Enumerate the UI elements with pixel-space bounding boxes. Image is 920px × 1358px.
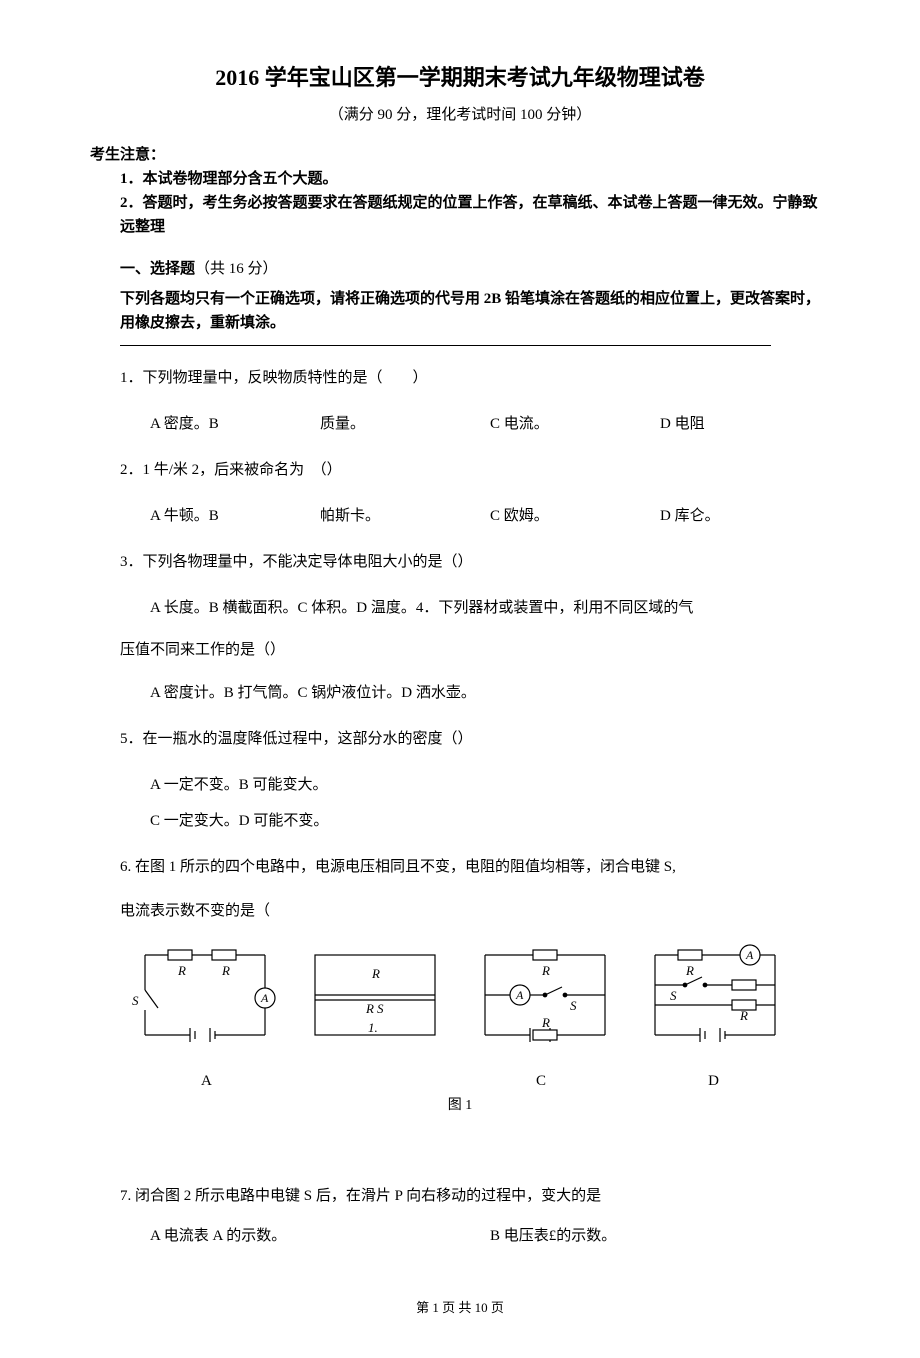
circuit-b-svg: R R S 1. [300, 940, 450, 1055]
circuit-d-svg: R A S R [640, 940, 790, 1055]
notice-item-2-text: 2．答题时，考生务必按答题要求在答题纸规定的位置上作答，在草稿纸、本试卷上答题一… [120, 195, 818, 235]
exam-subtitle: （满分 90 分，理化考试时间 100 分钟） [90, 103, 830, 127]
svg-text:S: S [670, 988, 677, 1003]
q7-choice-b: B 电压表£的示数。 [490, 1224, 830, 1248]
question-1-choices: A 密度。B 质量。 C 电流。 D 电阻 [150, 406, 830, 442]
notice-heading: 考生注意： [90, 143, 830, 167]
circuit-label-d: D [708, 1069, 719, 1093]
svg-text:R: R [739, 1008, 748, 1023]
svg-text:S: S [132, 993, 139, 1008]
circuit-a-svg: R R A S [130, 940, 280, 1055]
svg-text:R: R [541, 963, 550, 978]
q2-choice-a: A 牛顿。B [150, 498, 320, 534]
svg-text:1.: 1. [368, 1020, 378, 1035]
question-7-choices: A 电流表 A 的示数。 B 电压表£的示数。 [150, 1224, 830, 1248]
divider [120, 345, 771, 346]
svg-text:R: R [685, 963, 694, 978]
notice-item-1: 1．本试卷物理部分含五个大题。 [120, 167, 830, 191]
q2-choice-d: D 库仑。 [660, 498, 830, 534]
q2-choice-c: C 欧姆。 [490, 498, 660, 534]
question-4-line2: 压值不同来工作的是（） [120, 634, 830, 667]
question-5: 5．在一瓶水的温度降低过程中，这部分水的密度（） [120, 721, 830, 757]
question-6: 6. 在图 1 所示的四个电路中，电源电压相同且不变，电阻的阻值均相等，闭合电键… [120, 849, 830, 885]
q5-choices-cd: C 一定变大。D 可能不变。 [150, 803, 830, 839]
svg-text:R: R [541, 1015, 550, 1030]
exam-title: 2016 学年宝山区第一学期期末考试九年级物理试卷 [90, 60, 830, 95]
svg-text:R: R [371, 966, 380, 981]
circuit-c: R A S R R [470, 940, 620, 1063]
q1-choice-d: D 电阻 [660, 406, 830, 442]
q1-choice-a: A 密度。B [150, 406, 320, 442]
q5-choices-ab: A 一定不变。B 可能变大。 [150, 767, 830, 803]
question-3: 3．下列各物理量中，不能决定导体电阻大小的是（） [120, 544, 830, 580]
section-1-title: 一、选择题（共 16 分） [120, 257, 830, 281]
section-1-title-rest: （共 16 分） [195, 261, 278, 277]
q1-choice-c: C 电流。 [490, 406, 660, 442]
svg-text:A: A [515, 988, 524, 1002]
svg-text:R: R [221, 963, 230, 978]
question-6-line2: 电流表示数不变的是（ [120, 895, 830, 928]
figure-1-caption: 图 1 [90, 1095, 830, 1117]
notice-item-2: 2．答题时，考生务必按答题要求在答题纸规定的位置上作答，在草稿纸、本试卷上答题一… [120, 191, 830, 239]
q7-choice-a: A 电流表 A 的示数。 [150, 1224, 490, 1248]
circuit-c-svg: R A S R R [470, 940, 620, 1055]
question-3-4-combined: A 长度。B 横截面积。C 体积。D 温度。4．下列器材或装置中，利用不同区域的… [150, 590, 830, 626]
svg-text:R: R [365, 1001, 374, 1016]
circuit-b: R R S 1. [300, 940, 450, 1063]
q1-choice-b: 质量。 [320, 406, 490, 442]
circuit-labels: A C D [120, 1069, 800, 1093]
question-7: 7. 闭合图 2 所示电路中电键 S 后，在滑片 P 向右移动的过程中，变大的是 [120, 1178, 830, 1214]
svg-text:S: S [377, 1001, 384, 1016]
circuit-label-c: C [536, 1069, 546, 1093]
circuit-d: R A S R [640, 940, 790, 1063]
svg-text:A: A [260, 991, 269, 1005]
svg-text:S: S [570, 998, 577, 1013]
question-1: 1．下列物理量中，反映物质特性的是（ ） [120, 360, 830, 396]
svg-text:A: A [745, 948, 754, 962]
q2-choice-b: 帕斯卡。 [320, 498, 490, 534]
section-1-title-bold: 一、选择题 [120, 261, 195, 277]
section-instructions: 下列各题均只有一个正确选项，请将正确选项的代号用 2B 铅笔填涂在答题纸的相应位… [120, 287, 830, 335]
circuit-diagrams-row: R R A S R R S 1. [120, 940, 800, 1063]
question-2-choices: A 牛顿。B 帕斯卡。 C 欧姆。 D 库仑。 [150, 498, 830, 534]
question-4-choices: A 密度计。B 打气筒。C 锅炉液位计。D 洒水壶。 [150, 675, 830, 711]
spacer [90, 1118, 830, 1168]
page-footer: 第 1 页 共 10 页 [90, 1298, 830, 1319]
question-2: 2．1 牛/米 2，后来被命名为 （） [120, 452, 830, 488]
svg-text:R: R [177, 963, 186, 978]
circuit-a: R R A S [130, 940, 280, 1063]
circuit-label-a: A [201, 1069, 212, 1093]
